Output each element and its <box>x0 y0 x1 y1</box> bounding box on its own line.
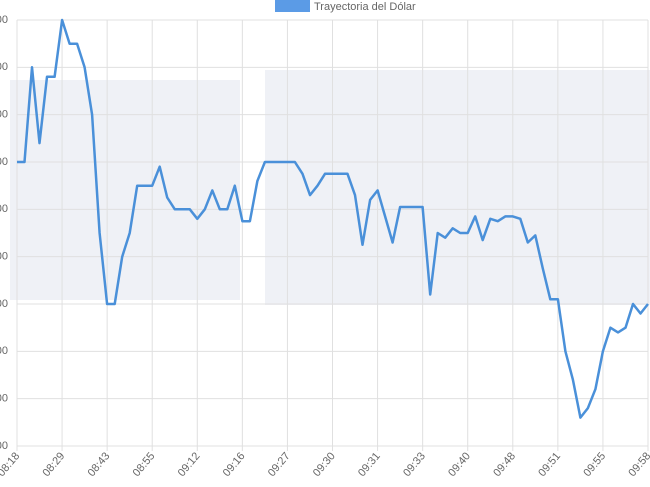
y-tick-label: 00 <box>0 345 8 357</box>
x-tick-label: 09:51 <box>536 450 563 479</box>
y-tick-label: 00 <box>0 109 8 121</box>
y-tick-label: 00 <box>0 14 8 26</box>
y-tick-label: 00 <box>0 251 8 263</box>
x-tick-label: 09:33 <box>401 450 428 479</box>
x-tick-label: 09:12 <box>176 450 203 479</box>
x-tick-label: 09:48 <box>491 450 518 479</box>
x-tick-label: 08:29 <box>40 450 67 479</box>
x-tick-label: 09:16 <box>221 450 248 479</box>
y-tick-label: 00 <box>0 203 8 215</box>
x-tick-label: 09:27 <box>266 450 293 479</box>
x-tick-label: 08:18 <box>0 450 22 479</box>
x-tick-label: 09:58 <box>626 450 650 479</box>
y-tick-label: 00 <box>0 393 8 405</box>
watermark <box>10 70 650 305</box>
x-tick-label: 09:40 <box>446 450 473 479</box>
y-tick-label: 00 <box>0 298 8 310</box>
legend-label: Trayectoria del Dólar <box>314 1 416 13</box>
x-tick-label: 09:55 <box>581 450 608 479</box>
data-line <box>17 18 649 419</box>
x-tick-label: 09:30 <box>311 450 338 479</box>
legend-swatch <box>275 0 310 12</box>
x-tick-label: 09:31 <box>356 450 383 479</box>
y-tick-label: 00 <box>0 61 8 73</box>
y-tick-label: 00 <box>0 156 8 168</box>
y-tick-label: 00 <box>0 440 8 452</box>
x-tick-label: 08:55 <box>131 450 158 479</box>
x-tick-label: 08:43 <box>86 450 113 479</box>
